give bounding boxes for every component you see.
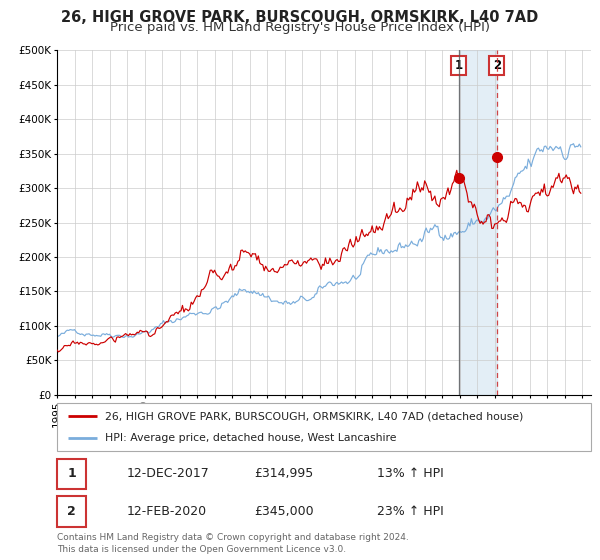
Bar xyxy=(459,50,497,395)
Text: Price paid vs. HM Land Registry's House Price Index (HPI): Price paid vs. HM Land Registry's House … xyxy=(110,21,490,34)
Text: 26, HIGH GROVE PARK, BURSCOUGH, ORMSKIRK, L40 7AD (detached house): 26, HIGH GROVE PARK, BURSCOUGH, ORMSKIRK… xyxy=(105,411,523,421)
Text: 13% ↑ HPI: 13% ↑ HPI xyxy=(377,468,444,480)
FancyBboxPatch shape xyxy=(57,496,86,527)
Text: 1: 1 xyxy=(455,59,463,72)
Text: 2: 2 xyxy=(493,59,501,72)
Text: 1: 1 xyxy=(67,468,76,480)
Text: £345,000: £345,000 xyxy=(254,505,314,518)
Text: 12-DEC-2017: 12-DEC-2017 xyxy=(127,468,209,480)
Text: 12-FEB-2020: 12-FEB-2020 xyxy=(127,505,206,518)
Text: 2: 2 xyxy=(67,505,76,518)
Text: 23% ↑ HPI: 23% ↑ HPI xyxy=(377,505,444,518)
Text: Contains HM Land Registry data © Crown copyright and database right 2024.
This d: Contains HM Land Registry data © Crown c… xyxy=(57,533,409,554)
FancyBboxPatch shape xyxy=(57,459,86,489)
Text: 26, HIGH GROVE PARK, BURSCOUGH, ORMSKIRK, L40 7AD: 26, HIGH GROVE PARK, BURSCOUGH, ORMSKIRK… xyxy=(61,10,539,25)
Text: £314,995: £314,995 xyxy=(254,468,314,480)
Text: HPI: Average price, detached house, West Lancashire: HPI: Average price, detached house, West… xyxy=(105,433,397,443)
